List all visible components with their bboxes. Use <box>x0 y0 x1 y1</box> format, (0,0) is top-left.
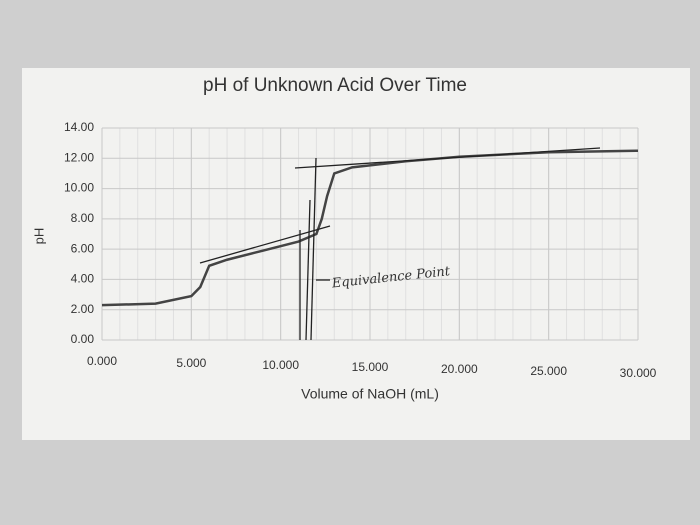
y-tick-label: 2.00 <box>71 302 95 316</box>
y-tick-label: 14.00 <box>64 120 94 134</box>
x-tick-label: 25.000 <box>530 364 567 378</box>
y-axis-title: pH <box>31 228 46 245</box>
tangent-line <box>294 147 601 169</box>
y-tick-label: 0.00 <box>71 332 95 346</box>
x-tick-label: 15.000 <box>352 360 389 374</box>
y-tick-label: 8.00 <box>71 211 95 225</box>
construction-line <box>310 157 317 341</box>
x-tick-label: 10.000 <box>262 358 299 372</box>
x-tick-label: 30.000 <box>620 366 657 380</box>
plot-area: 0.00 2.00 4.00 6.00 8.00 10.00 12.00 14.00 0.000… <box>64 120 657 380</box>
x-tick-label: 5.000 <box>176 356 206 370</box>
paper-sheet <box>22 68 690 440</box>
construction-line <box>305 199 311 341</box>
x-axis-title: Volume of NaOH (mL) <box>301 386 439 402</box>
y-tick-label: 6.00 <box>71 241 95 255</box>
x-tick-label: 20.000 <box>441 362 478 376</box>
tangent-line <box>199 225 331 264</box>
y-tick-label: 10.00 <box>64 181 94 195</box>
chart-title: pH of Unknown Acid Over Time <box>203 75 467 96</box>
x-tick-label: 0.000 <box>87 354 117 368</box>
y-tick-label: 12.00 <box>64 150 94 164</box>
y-tick-label: 4.00 <box>71 272 95 286</box>
